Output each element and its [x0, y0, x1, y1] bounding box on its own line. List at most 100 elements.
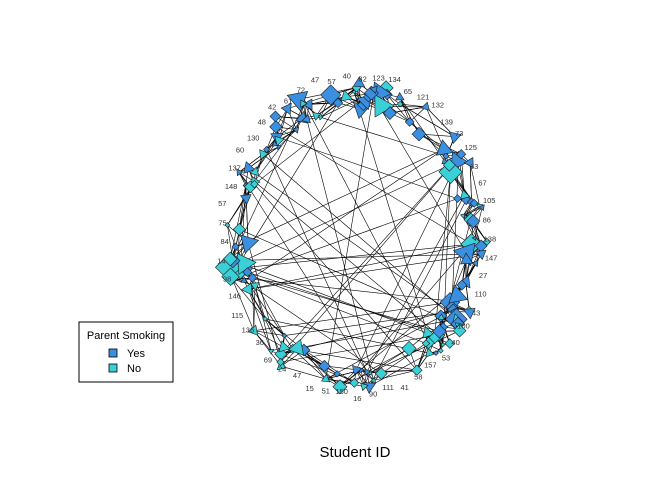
network-edge — [399, 103, 455, 137]
node-no — [232, 222, 246, 236]
node-label: 147 — [485, 254, 498, 263]
network-edge — [248, 167, 456, 317]
node-label: 98 — [223, 275, 231, 284]
network-edge — [292, 154, 462, 350]
network-edge — [399, 97, 475, 204]
node-yes — [286, 91, 309, 112]
node-label: 61 — [284, 97, 292, 106]
network-edge — [369, 199, 467, 387]
network-edge — [451, 155, 460, 307]
node-no — [437, 347, 444, 354]
node-yes — [263, 145, 271, 154]
node-yes — [471, 235, 477, 241]
network-edge — [243, 280, 382, 374]
node-label: 75 — [218, 218, 226, 227]
node-yes — [292, 126, 300, 134]
legend-title: Parent Smoking — [87, 330, 165, 342]
network-edge — [389, 106, 410, 123]
node-no — [444, 338, 456, 349]
node-yes — [231, 242, 240, 251]
node-no — [259, 149, 270, 160]
network-edge — [232, 253, 482, 261]
network-edge — [280, 153, 462, 355]
node-no — [370, 377, 377, 384]
node-no — [224, 222, 231, 228]
node-no — [332, 379, 348, 395]
node-label: 146 — [228, 291, 241, 300]
network-edge — [469, 162, 472, 203]
node-no — [276, 357, 285, 367]
node-yes — [466, 214, 481, 229]
node-yes — [432, 324, 447, 339]
node-no — [287, 338, 304, 356]
node-yes — [395, 91, 405, 101]
node-yes — [442, 152, 450, 160]
network-edge — [248, 253, 482, 290]
node-no — [360, 382, 369, 392]
network-edge — [369, 352, 430, 387]
node-yes — [276, 144, 282, 151]
network-edge — [265, 318, 430, 354]
node-label: 65 — [404, 87, 412, 96]
node-yes — [449, 131, 462, 144]
network-edge — [360, 370, 365, 387]
node-yes — [433, 350, 439, 356]
network-edge — [297, 318, 457, 349]
node-label: 53 — [442, 353, 450, 362]
node-yes — [364, 368, 372, 376]
network-edge — [399, 97, 410, 123]
node-yes — [475, 249, 487, 261]
node-yes — [301, 114, 311, 124]
node-label: 90 — [369, 390, 377, 399]
node-label: 27 — [479, 271, 487, 280]
network-edge — [237, 164, 450, 264]
node-label: 58 — [414, 373, 422, 382]
node-no — [278, 340, 291, 353]
network-edge — [465, 282, 470, 311]
node-no — [349, 377, 360, 388]
network-edge — [284, 311, 454, 336]
node-label: 132 — [432, 101, 445, 110]
node-label: 41 — [401, 383, 409, 392]
network-edge — [230, 276, 450, 302]
node-label: 57 — [327, 77, 335, 86]
node-label: 134 — [388, 75, 401, 84]
node-no — [374, 94, 395, 118]
node-yes — [302, 98, 313, 111]
node-label: 40 — [451, 338, 459, 347]
network-edge — [232, 279, 255, 331]
node-no — [318, 115, 324, 121]
node-label: 100 — [457, 321, 470, 330]
node-yes — [456, 149, 467, 160]
node-no — [249, 166, 260, 176]
network-edge — [302, 103, 374, 381]
network-edge — [416, 343, 427, 371]
node-label: 47 — [311, 76, 319, 85]
node-label: 48 — [258, 117, 266, 126]
node-label: 33 — [470, 162, 478, 171]
network-edge — [355, 154, 462, 370]
node-no — [240, 282, 253, 296]
node-label: 139 — [440, 117, 453, 126]
node-label: 125 — [464, 143, 477, 152]
node-yes — [411, 126, 427, 142]
network-edge — [353, 91, 428, 334]
network-edge — [248, 289, 272, 352]
node-yes — [383, 106, 397, 121]
node-labels: 82 123 13465121132139731253367105861381472… — [217, 72, 497, 403]
node-label: 110 — [475, 290, 487, 299]
node-yes — [478, 204, 485, 212]
node-label: 121 — [417, 93, 430, 102]
network-edge — [425, 106, 445, 150]
node-label: 150 — [335, 387, 348, 396]
network-edge — [434, 171, 451, 338]
network-edge — [254, 181, 439, 336]
node-yes — [242, 267, 253, 278]
node-label: 115 — [231, 311, 243, 320]
node-label: 43 — [472, 308, 480, 317]
node-no — [267, 349, 275, 355]
node-label: 157 — [424, 360, 437, 369]
network-edge — [254, 285, 266, 319]
network-edge — [276, 136, 458, 199]
